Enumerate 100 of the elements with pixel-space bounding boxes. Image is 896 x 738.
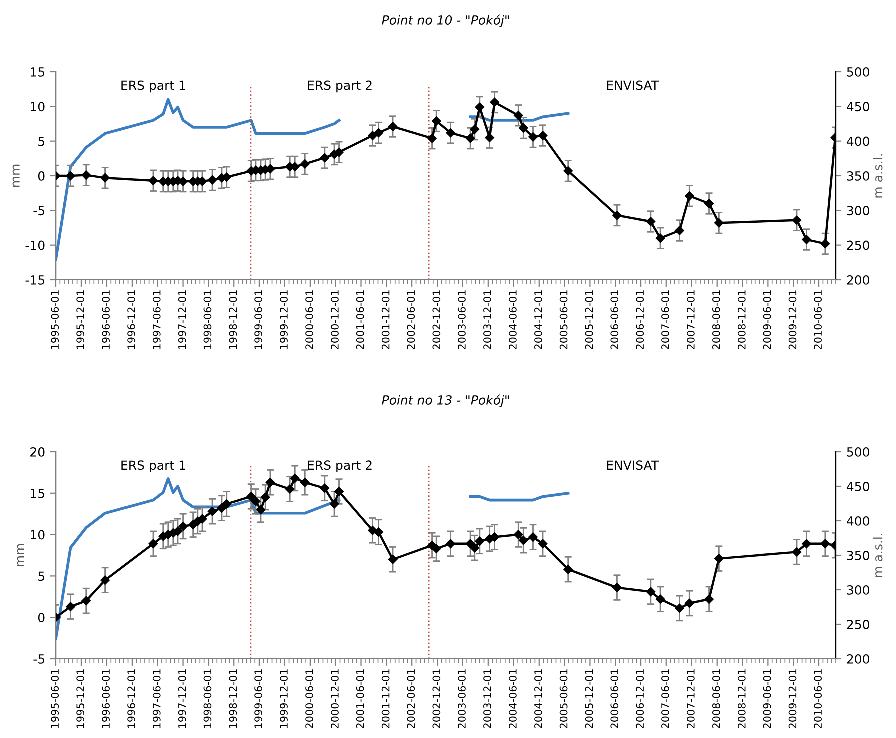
point xyxy=(446,128,456,138)
point xyxy=(330,500,340,509)
line-series xyxy=(56,98,341,262)
x-tick-label: 2003-06-01 xyxy=(458,290,466,350)
annotation: ERS part 1 xyxy=(122,80,186,93)
x-tick-label: 2006-06-01 xyxy=(610,290,619,350)
point xyxy=(528,532,538,542)
point xyxy=(446,539,456,549)
point xyxy=(256,505,266,515)
point xyxy=(802,539,812,549)
point xyxy=(538,131,548,140)
point xyxy=(388,555,398,564)
point xyxy=(334,487,344,496)
point xyxy=(300,478,310,488)
point xyxy=(285,484,295,494)
point xyxy=(466,134,476,144)
point xyxy=(66,171,76,181)
x-tick-label: 2007-12-01 xyxy=(687,670,695,728)
chart-title: Point no 13 - "Pokój" xyxy=(382,394,509,408)
y-tick-label: -5 xyxy=(34,654,44,664)
x-tick-label: 1999-12-01 xyxy=(280,290,288,350)
x-tick-label: 2001-12-01 xyxy=(382,670,390,728)
y2-tick-label: 350 xyxy=(847,171,870,181)
point xyxy=(148,539,158,549)
y-tick-label: -5 xyxy=(34,206,44,216)
x-tick-label: 2004-06-01 xyxy=(509,670,517,728)
x-tick-label: 2007-12-01 xyxy=(687,290,695,350)
point xyxy=(656,234,666,244)
point xyxy=(538,539,548,549)
x-tick-label: 2000-06-01 xyxy=(306,670,314,728)
point xyxy=(528,132,538,142)
point xyxy=(246,492,256,502)
point xyxy=(675,226,684,236)
point xyxy=(178,522,188,532)
y-tick-label: 15 xyxy=(31,68,44,77)
point xyxy=(178,176,188,186)
x-tick-label: 2010-06-01 xyxy=(814,670,822,728)
x-tick-label: 2000-12-01 xyxy=(331,670,339,728)
point xyxy=(334,148,344,158)
point xyxy=(685,598,694,608)
x-tick-label: 2005-12-01 xyxy=(585,670,594,728)
point xyxy=(66,602,76,612)
x-tick-label: 1997-06-01 xyxy=(152,290,161,350)
annotation: ERS part 1 xyxy=(122,460,186,473)
x-tick-label: 1996-06-01 xyxy=(102,290,110,350)
x-tick-label: 2009-06-01 xyxy=(763,670,772,728)
point xyxy=(173,526,183,536)
y2-tick-label: 450 xyxy=(847,482,870,492)
point xyxy=(432,116,442,126)
y2-tick-label: 500 xyxy=(847,67,870,77)
point xyxy=(475,536,485,546)
point xyxy=(802,235,812,244)
point xyxy=(519,124,528,133)
y2-tick-label: 200 xyxy=(847,275,870,285)
x-tick-label: 1997-12-01 xyxy=(178,670,186,728)
x-tick-label: 2009-12-01 xyxy=(788,670,797,728)
point xyxy=(222,500,232,509)
point xyxy=(612,583,622,592)
x-tick-label: 1995-06-01 xyxy=(51,670,60,728)
point xyxy=(260,492,270,502)
point xyxy=(490,98,500,108)
x-tick-label: 1998-12-01 xyxy=(229,670,238,728)
annotation: ENVISAT xyxy=(607,460,660,470)
point xyxy=(485,133,494,142)
point xyxy=(466,539,476,549)
point xyxy=(675,604,684,614)
x-tick-label: 1995-12-01 xyxy=(76,290,85,350)
point xyxy=(714,554,724,564)
point xyxy=(208,506,218,516)
x-tick-label: 2004-12-01 xyxy=(534,290,542,350)
x-tick-label: 2010-06-01 xyxy=(814,290,822,350)
point xyxy=(714,218,724,228)
point xyxy=(820,539,830,549)
point xyxy=(300,160,310,169)
y2-tick-label: 200 xyxy=(847,654,870,664)
y-tick-label: 10 xyxy=(31,102,45,112)
x-tick-label: 2002-06-01 xyxy=(407,290,416,350)
point xyxy=(148,176,158,186)
point xyxy=(217,504,227,513)
y-tick-label: 15 xyxy=(31,489,44,498)
y2-tick-label: 250 xyxy=(847,240,870,250)
y2-tick-label: 250 xyxy=(847,620,870,630)
x-tick-label: 2008-12-01 xyxy=(738,290,746,350)
y-tick-label: 20 xyxy=(30,447,45,457)
annotation: ERS part 2 xyxy=(308,80,372,93)
x-tick-label: 1999-12-01 xyxy=(280,670,288,728)
y-tick-label: 0 xyxy=(38,171,45,181)
x-tick-label: 2007-06-01 xyxy=(662,290,670,350)
x-tick-label: 2006-12-01 xyxy=(636,670,644,728)
x-tick-label: 1998-06-01 xyxy=(204,670,212,728)
point xyxy=(266,478,276,488)
point xyxy=(428,134,437,144)
x-tick-label: 1996-12-01 xyxy=(128,670,136,728)
y-tick-label: 5 xyxy=(38,572,44,582)
point xyxy=(612,210,622,220)
point xyxy=(490,532,500,542)
x-tick-label: 1995-12-01 xyxy=(76,670,85,728)
point xyxy=(646,587,656,597)
annotation: ERS part 2 xyxy=(308,460,372,473)
x-tick-label: 1998-12-01 xyxy=(229,290,238,350)
